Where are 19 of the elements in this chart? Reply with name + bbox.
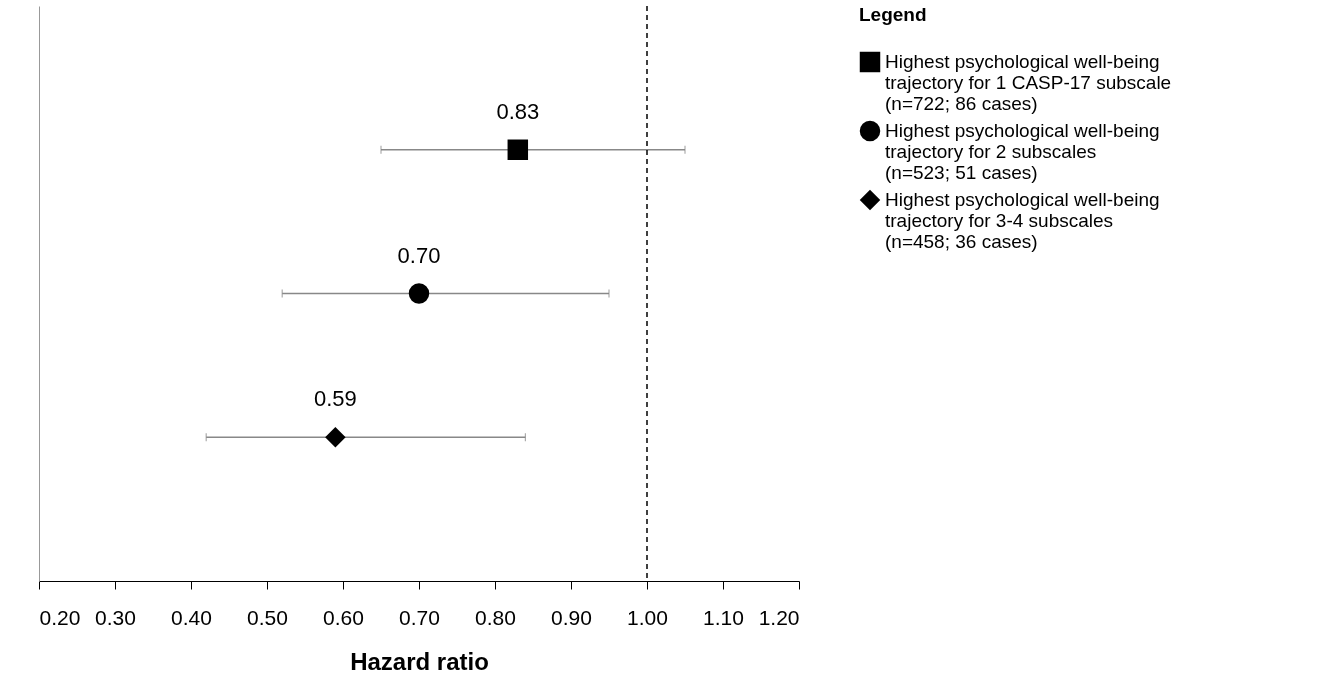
x-tick-label: 0.50: [247, 605, 288, 629]
x-tick-label: 0.40: [171, 605, 212, 629]
data-label: 0.70: [397, 242, 441, 268]
x-tick-label: 1.20: [758, 605, 800, 629]
data-label: 0.59: [313, 386, 357, 412]
data-label: 0.83: [496, 98, 540, 124]
x-tick-label: 1.00: [627, 605, 668, 629]
legend-label: Highest psychological well-being trajectory for 3-4 subscales (n=458; 36 cases): [885, 189, 1160, 252]
legend-label: Highest psychological well-being trajectory for 2 subscales (n=523; 51 cases): [885, 120, 1160, 183]
x-tick-label: 0.30: [95, 605, 136, 629]
x-tick-label: 0.20: [39, 605, 81, 629]
x-axis-title: Hazard ratio: [350, 647, 489, 675]
x-tick-label: 0.60: [323, 605, 364, 629]
legend-title: Legend: [859, 4, 927, 25]
x-tick-label: 1.10: [703, 605, 744, 629]
legend-label: Highest psychological well-being trajectory for 1 CASP-17 subscale (n=722; 86 cases): [885, 51, 1172, 114]
x-tick-label: 0.80: [475, 605, 516, 629]
x-tick-label: 0.70: [399, 605, 440, 629]
x-tick-label: 0.90: [551, 605, 592, 629]
